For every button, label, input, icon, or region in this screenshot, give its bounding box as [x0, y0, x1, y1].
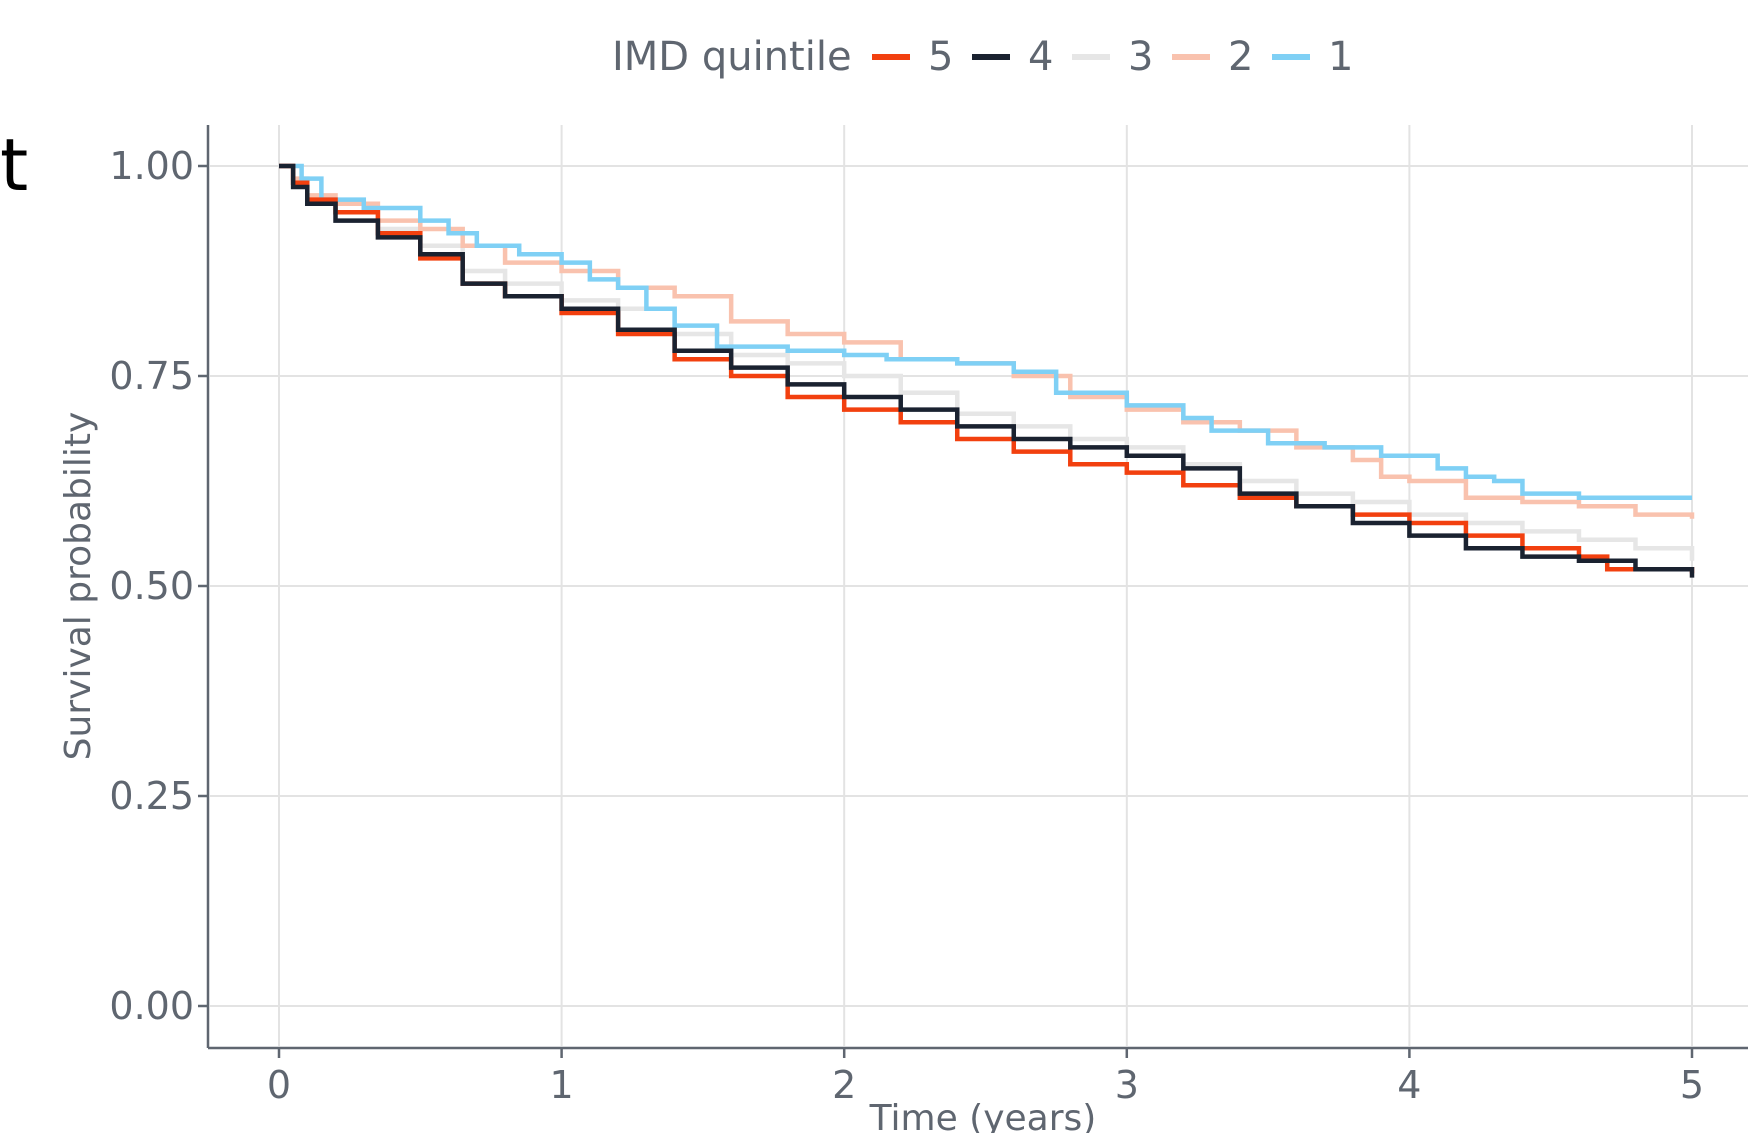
- y-tick-label-4: 1.00: [109, 144, 194, 188]
- legend-label-1: 1: [1328, 34, 1353, 80]
- legend-label-3: 3: [1128, 34, 1153, 80]
- x-tick-label-2: 2: [832, 1063, 856, 1107]
- y-tick-label-2: 0.50: [109, 564, 194, 608]
- y-tick-label-3: 0.75: [109, 354, 194, 398]
- legend-label-5: 5: [928, 34, 953, 80]
- legend-title: IMD quintile: [612, 34, 852, 80]
- x-tick-label-5: 5: [1680, 1063, 1704, 1107]
- panel-letter: t: [0, 123, 28, 207]
- x-tick-label-0: 0: [267, 1063, 291, 1107]
- plot-area: [279, 163, 1695, 578]
- grid: [210, 125, 1748, 1046]
- series-line-4: [279, 163, 1695, 578]
- series-line-2: [279, 163, 1695, 519]
- legend: IMD quintile 5 4 3 2 1: [612, 34, 1353, 80]
- legend-label-2: 2: [1228, 34, 1253, 80]
- x-tick-label-4: 4: [1397, 1063, 1421, 1107]
- x-tick-label-1: 1: [550, 1063, 574, 1107]
- y-ticks: 0.00 0.25 0.50 0.75 1.00: [109, 144, 208, 1028]
- y-axis-title: Survival probability: [58, 412, 99, 761]
- x-ticks: 0 1 2 3 4 5: [267, 1048, 1704, 1107]
- x-tick-label-3: 3: [1115, 1063, 1139, 1107]
- series-line-5: [279, 163, 1695, 574]
- y-tick-label-1: 0.25: [109, 774, 194, 818]
- series-line-1: [279, 163, 1692, 501]
- y-tick-label-0: 0.00: [109, 984, 194, 1028]
- x-axis-title: Time (years): [869, 1098, 1097, 1133]
- legend-label-4: 4: [1028, 34, 1053, 80]
